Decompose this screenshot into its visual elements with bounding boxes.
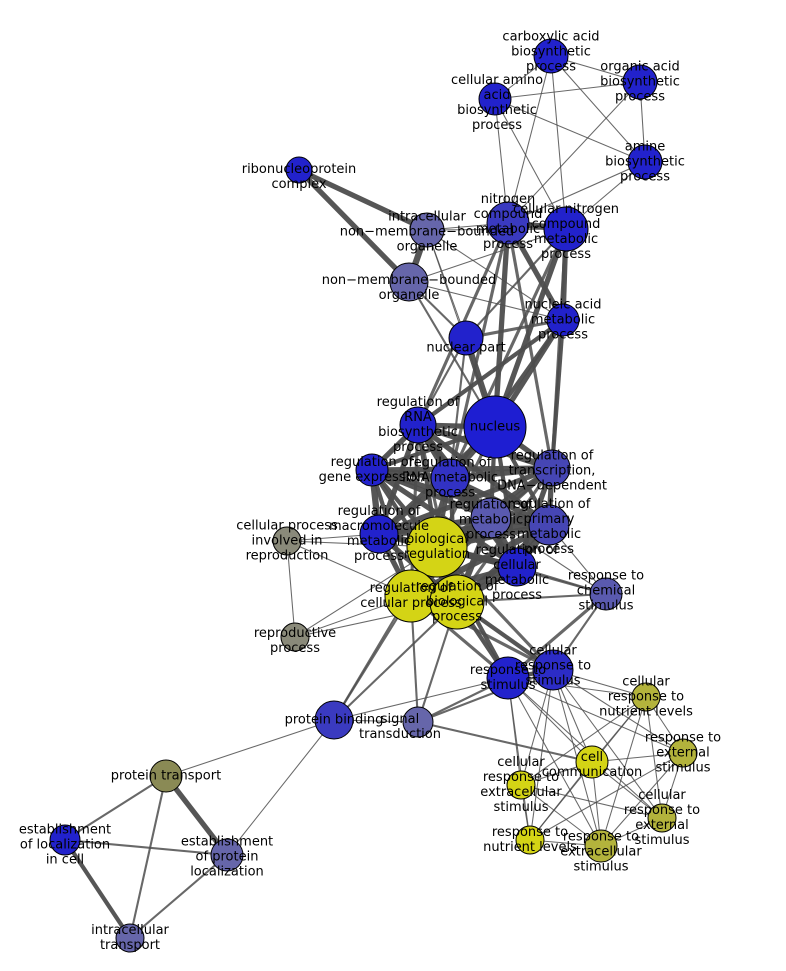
edge (408, 228, 567, 283)
edge (492, 222, 511, 428)
node-regulation_of_metabolic_process[interactable] (470, 497, 512, 539)
edge (507, 161, 646, 224)
edges-layer (63, 55, 684, 940)
node-regulation_of_cellular_process[interactable] (384, 569, 438, 623)
edge (492, 228, 569, 428)
node-cellular_response_to_stimulus[interactable] (532, 649, 574, 691)
edge (63, 838, 132, 940)
edge (552, 669, 684, 754)
edge (506, 592, 608, 680)
edge (165, 719, 335, 777)
edge (490, 517, 607, 595)
edge (529, 669, 554, 841)
edge (645, 696, 663, 819)
node-cellular_response_to_extracellular_stimulus[interactable] (506, 770, 536, 800)
edge (507, 677, 647, 698)
node-amine_biosynthetic_process[interactable] (627, 144, 663, 180)
edge (520, 784, 602, 847)
node-response_to_chemical_stimulus[interactable] (589, 577, 623, 611)
edge (129, 854, 228, 939)
edge (417, 720, 593, 764)
edge (409, 424, 420, 597)
node-intracellular_non_membrane_bounded_organelle[interactable] (409, 212, 445, 248)
node-cellular_response_to_external_stimulus[interactable] (647, 803, 677, 833)
node-ribonucleoprotein_complex[interactable] (285, 156, 313, 184)
node-regulation_of_cellular_metabolic_process[interactable] (497, 547, 537, 587)
edge (128, 775, 168, 939)
edge (507, 677, 531, 841)
node-regulation_of_macromolecule_metabolic_process[interactable] (359, 514, 399, 554)
edge (297, 168, 411, 284)
edge (333, 601, 458, 721)
node-regulation_of_rna_metabolic_process[interactable] (430, 458, 470, 498)
edge (507, 677, 684, 754)
edge (550, 55, 567, 230)
node-regulation_of_biological_process[interactable] (429, 574, 485, 630)
node-intracellular_transport[interactable] (115, 923, 145, 953)
node-protein_transport[interactable] (149, 759, 183, 793)
node-biological_regulation[interactable] (406, 516, 468, 578)
node-protein_binding[interactable] (314, 700, 354, 740)
node-cellular_process_involved_in_reproduction[interactable] (272, 526, 302, 556)
edge (600, 752, 684, 847)
node-signal_transduction[interactable] (402, 706, 434, 738)
node-cellular_nitrogen_compound_metabolic_process[interactable] (543, 206, 589, 252)
node-non_membrane_bounded_organelle[interactable] (389, 262, 429, 302)
edge (64, 775, 167, 841)
node-organic_acid_biosynthetic_process[interactable] (622, 64, 658, 100)
edge (529, 761, 593, 841)
node-response_to_extracellular_stimulus[interactable] (584, 829, 618, 863)
edge (333, 677, 509, 721)
edge (520, 696, 647, 786)
edge (286, 540, 296, 638)
edge (520, 784, 663, 819)
node-carboxylic_acid_biosynthetic_process[interactable] (533, 38, 569, 74)
node-regulation_of_gene_expression[interactable] (355, 453, 389, 487)
edge (494, 81, 641, 100)
node-regulation_of_primary_metabolic_process[interactable] (528, 504, 570, 546)
node-cellular_amino_acid_biosynthetic_process[interactable] (478, 82, 512, 116)
node-reproductive_process[interactable] (280, 622, 310, 652)
node-nuclear_part[interactable] (448, 320, 484, 356)
edge (494, 98, 646, 163)
edge (371, 467, 550, 528)
node-response_to_external_stimulus[interactable] (668, 738, 698, 768)
edge (549, 319, 566, 469)
node-nitrogen_compound_metabolic_process[interactable] (486, 201, 530, 245)
edge (64, 838, 228, 857)
edge (417, 669, 554, 723)
edge (529, 752, 684, 841)
node-response_to_nutrient_levels[interactable] (515, 825, 545, 855)
edge (297, 167, 429, 233)
edge (416, 318, 565, 427)
edge (163, 774, 230, 857)
edge (550, 55, 646, 163)
nodes-layer[interactable] (49, 38, 698, 953)
node-establishment_of_localization_in_cell[interactable] (49, 824, 81, 856)
node-cellular_response_to_nutrient_levels[interactable] (631, 682, 661, 712)
node-nucleus[interactable] (463, 395, 527, 459)
node-cell_communication[interactable] (575, 745, 609, 779)
edge (507, 55, 552, 224)
edge (494, 98, 567, 230)
node-regulation_of_rna_biosynthetic_process[interactable] (399, 406, 437, 444)
node-regulation_of_transcription_dna_dependent[interactable] (533, 449, 571, 487)
node-response_to_stimulus[interactable] (486, 656, 530, 700)
edge (465, 228, 567, 339)
edge (507, 81, 641, 224)
node-establishment_of_protein_localization[interactable] (210, 838, 244, 872)
edge (226, 719, 335, 856)
node-nucleic_acid_metabolic_process[interactable] (546, 303, 580, 337)
edge (600, 696, 647, 847)
